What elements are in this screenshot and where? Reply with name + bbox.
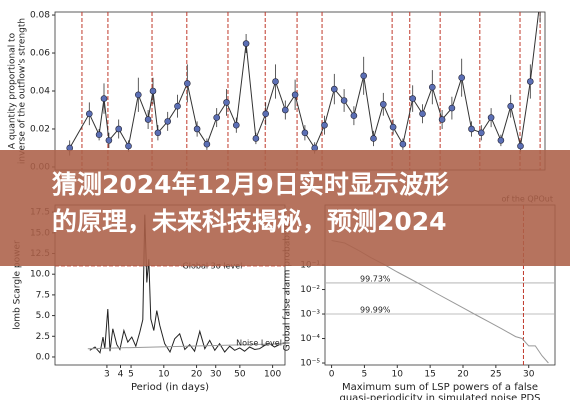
data-point — [389, 123, 397, 131]
data-point — [428, 83, 436, 91]
data-point — [370, 135, 377, 142]
y-tick-label: 5.0 — [36, 311, 51, 321]
y-tick-label: 0.0 — [36, 352, 51, 362]
x-axis-label: Maximum sum of LSP powers of a false — [342, 382, 538, 393]
data-point — [507, 102, 515, 110]
data-point — [537, 0, 543, 3]
x-tick-label: 30 — [210, 370, 222, 380]
data-point — [86, 110, 93, 118]
data-point — [487, 114, 495, 121]
y-axis-label: A quantity proportional to — [8, 32, 18, 149]
x-axis-label: quasi-periodicity in simulated noise PDS — [339, 393, 540, 400]
x-tick-label: 25 — [490, 370, 501, 380]
data-point — [262, 110, 270, 118]
data-point — [135, 91, 142, 99]
data-point — [233, 121, 240, 129]
data-point — [144, 116, 152, 123]
x-tick-label: 30 — [523, 370, 535, 380]
x-tick-label: 5 — [362, 370, 368, 380]
y-axis-label: Global false alarm probability — [283, 218, 293, 351]
x-tick-label: 20 — [191, 370, 203, 380]
threshold-label: 99.99% — [360, 306, 391, 315]
data-point — [223, 99, 230, 106]
y-tick-label: 0.08 — [30, 11, 50, 21]
y-tick-label: 0.02 — [30, 124, 50, 134]
data-point — [213, 114, 220, 121]
plot-area — [66, 0, 543, 170]
x-tick-label: 10 — [158, 370, 170, 380]
data-point — [321, 121, 328, 129]
data-point — [330, 85, 338, 93]
data-point — [203, 140, 211, 148]
x-tick-label: 5 — [128, 370, 134, 380]
x-tick-label: 100 — [264, 370, 281, 380]
y-tick-label: 10.0 — [30, 270, 50, 280]
data-point — [468, 125, 475, 133]
data-point — [379, 100, 387, 108]
x-tick-label: 10 — [392, 370, 404, 380]
data-point — [100, 95, 108, 102]
x-tick-label: 50 — [234, 370, 246, 380]
y-axis-label: inverse of the outflow's strength — [18, 18, 28, 164]
data-point — [272, 78, 279, 85]
data-point — [497, 137, 505, 144]
data-point — [526, 78, 534, 85]
data-point — [193, 125, 201, 133]
banner-text: 猜测2024年12月9日实时显示波形 — [51, 170, 449, 199]
y-axis-label: lomb Scargle power — [13, 240, 23, 330]
data-point — [115, 125, 122, 133]
y-tick-label: 10⁻³ — [300, 310, 320, 320]
data-point — [125, 142, 132, 150]
data-point — [252, 135, 260, 142]
data-point — [242, 40, 250, 47]
data-point — [105, 137, 113, 144]
data-point — [184, 80, 191, 87]
data-point — [438, 116, 446, 123]
series-line — [89, 214, 280, 354]
x-axis-label: Period (in days) — [131, 382, 209, 393]
data-point — [458, 74, 466, 82]
data-point — [409, 95, 417, 102]
data-point — [281, 106, 289, 114]
x-tick-label: 0 — [329, 370, 335, 380]
data-point — [448, 104, 456, 112]
data-line — [69, 12, 540, 150]
y-tick-label: 10⁻⁵ — [300, 359, 320, 369]
y-tick-label: 2.5 — [36, 332, 50, 342]
data-point — [154, 129, 162, 137]
data-point — [399, 140, 407, 148]
x-tick-label: 15 — [424, 370, 435, 380]
threshold-label: 99.73% — [360, 274, 391, 283]
data-point — [419, 110, 426, 118]
x-tick-label: 4 — [118, 370, 124, 380]
data-point — [149, 87, 157, 95]
y-tick-label: 10⁻² — [300, 285, 320, 295]
data-point — [350, 112, 358, 119]
data-point — [174, 102, 181, 110]
y-tick-label: 10⁻⁴ — [300, 334, 320, 344]
y-tick-label: 7.5 — [36, 290, 50, 300]
banner-text: 的原理，未来科技揭秘，预测2024 — [52, 207, 447, 236]
data-point — [477, 129, 485, 137]
series-line — [87, 343, 286, 350]
banner — [0, 150, 570, 266]
data-point — [291, 91, 299, 99]
data-point — [360, 72, 368, 80]
annotation: Noise Level — [236, 338, 282, 347]
data-point — [340, 97, 348, 104]
y-tick-label: 0.06 — [30, 49, 50, 59]
data-point — [517, 142, 524, 150]
x-tick-label: 20 — [457, 370, 469, 380]
data-point — [95, 131, 103, 138]
data-point — [164, 118, 171, 125]
data-point — [301, 129, 309, 137]
x-tick-label: 3 — [104, 370, 110, 380]
y-tick-label: 0.04 — [30, 87, 50, 97]
